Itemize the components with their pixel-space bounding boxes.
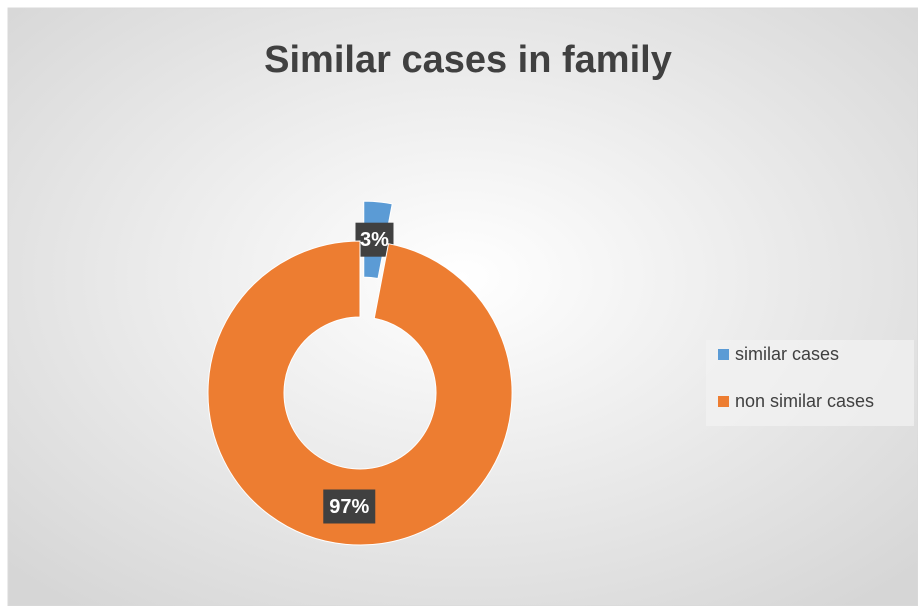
data-label-box <box>323 489 376 524</box>
legend <box>706 340 914 426</box>
legend-swatch <box>718 396 729 407</box>
data-label: 97% <box>329 496 369 518</box>
legend-label: similar cases <box>735 344 839 364</box>
slice <box>207 240 513 546</box>
legend-swatch <box>718 349 729 360</box>
data-label: 3% <box>360 229 389 251</box>
chart-title: Similar cases in family <box>264 39 672 81</box>
legend-label: non similar cases <box>735 391 874 411</box>
